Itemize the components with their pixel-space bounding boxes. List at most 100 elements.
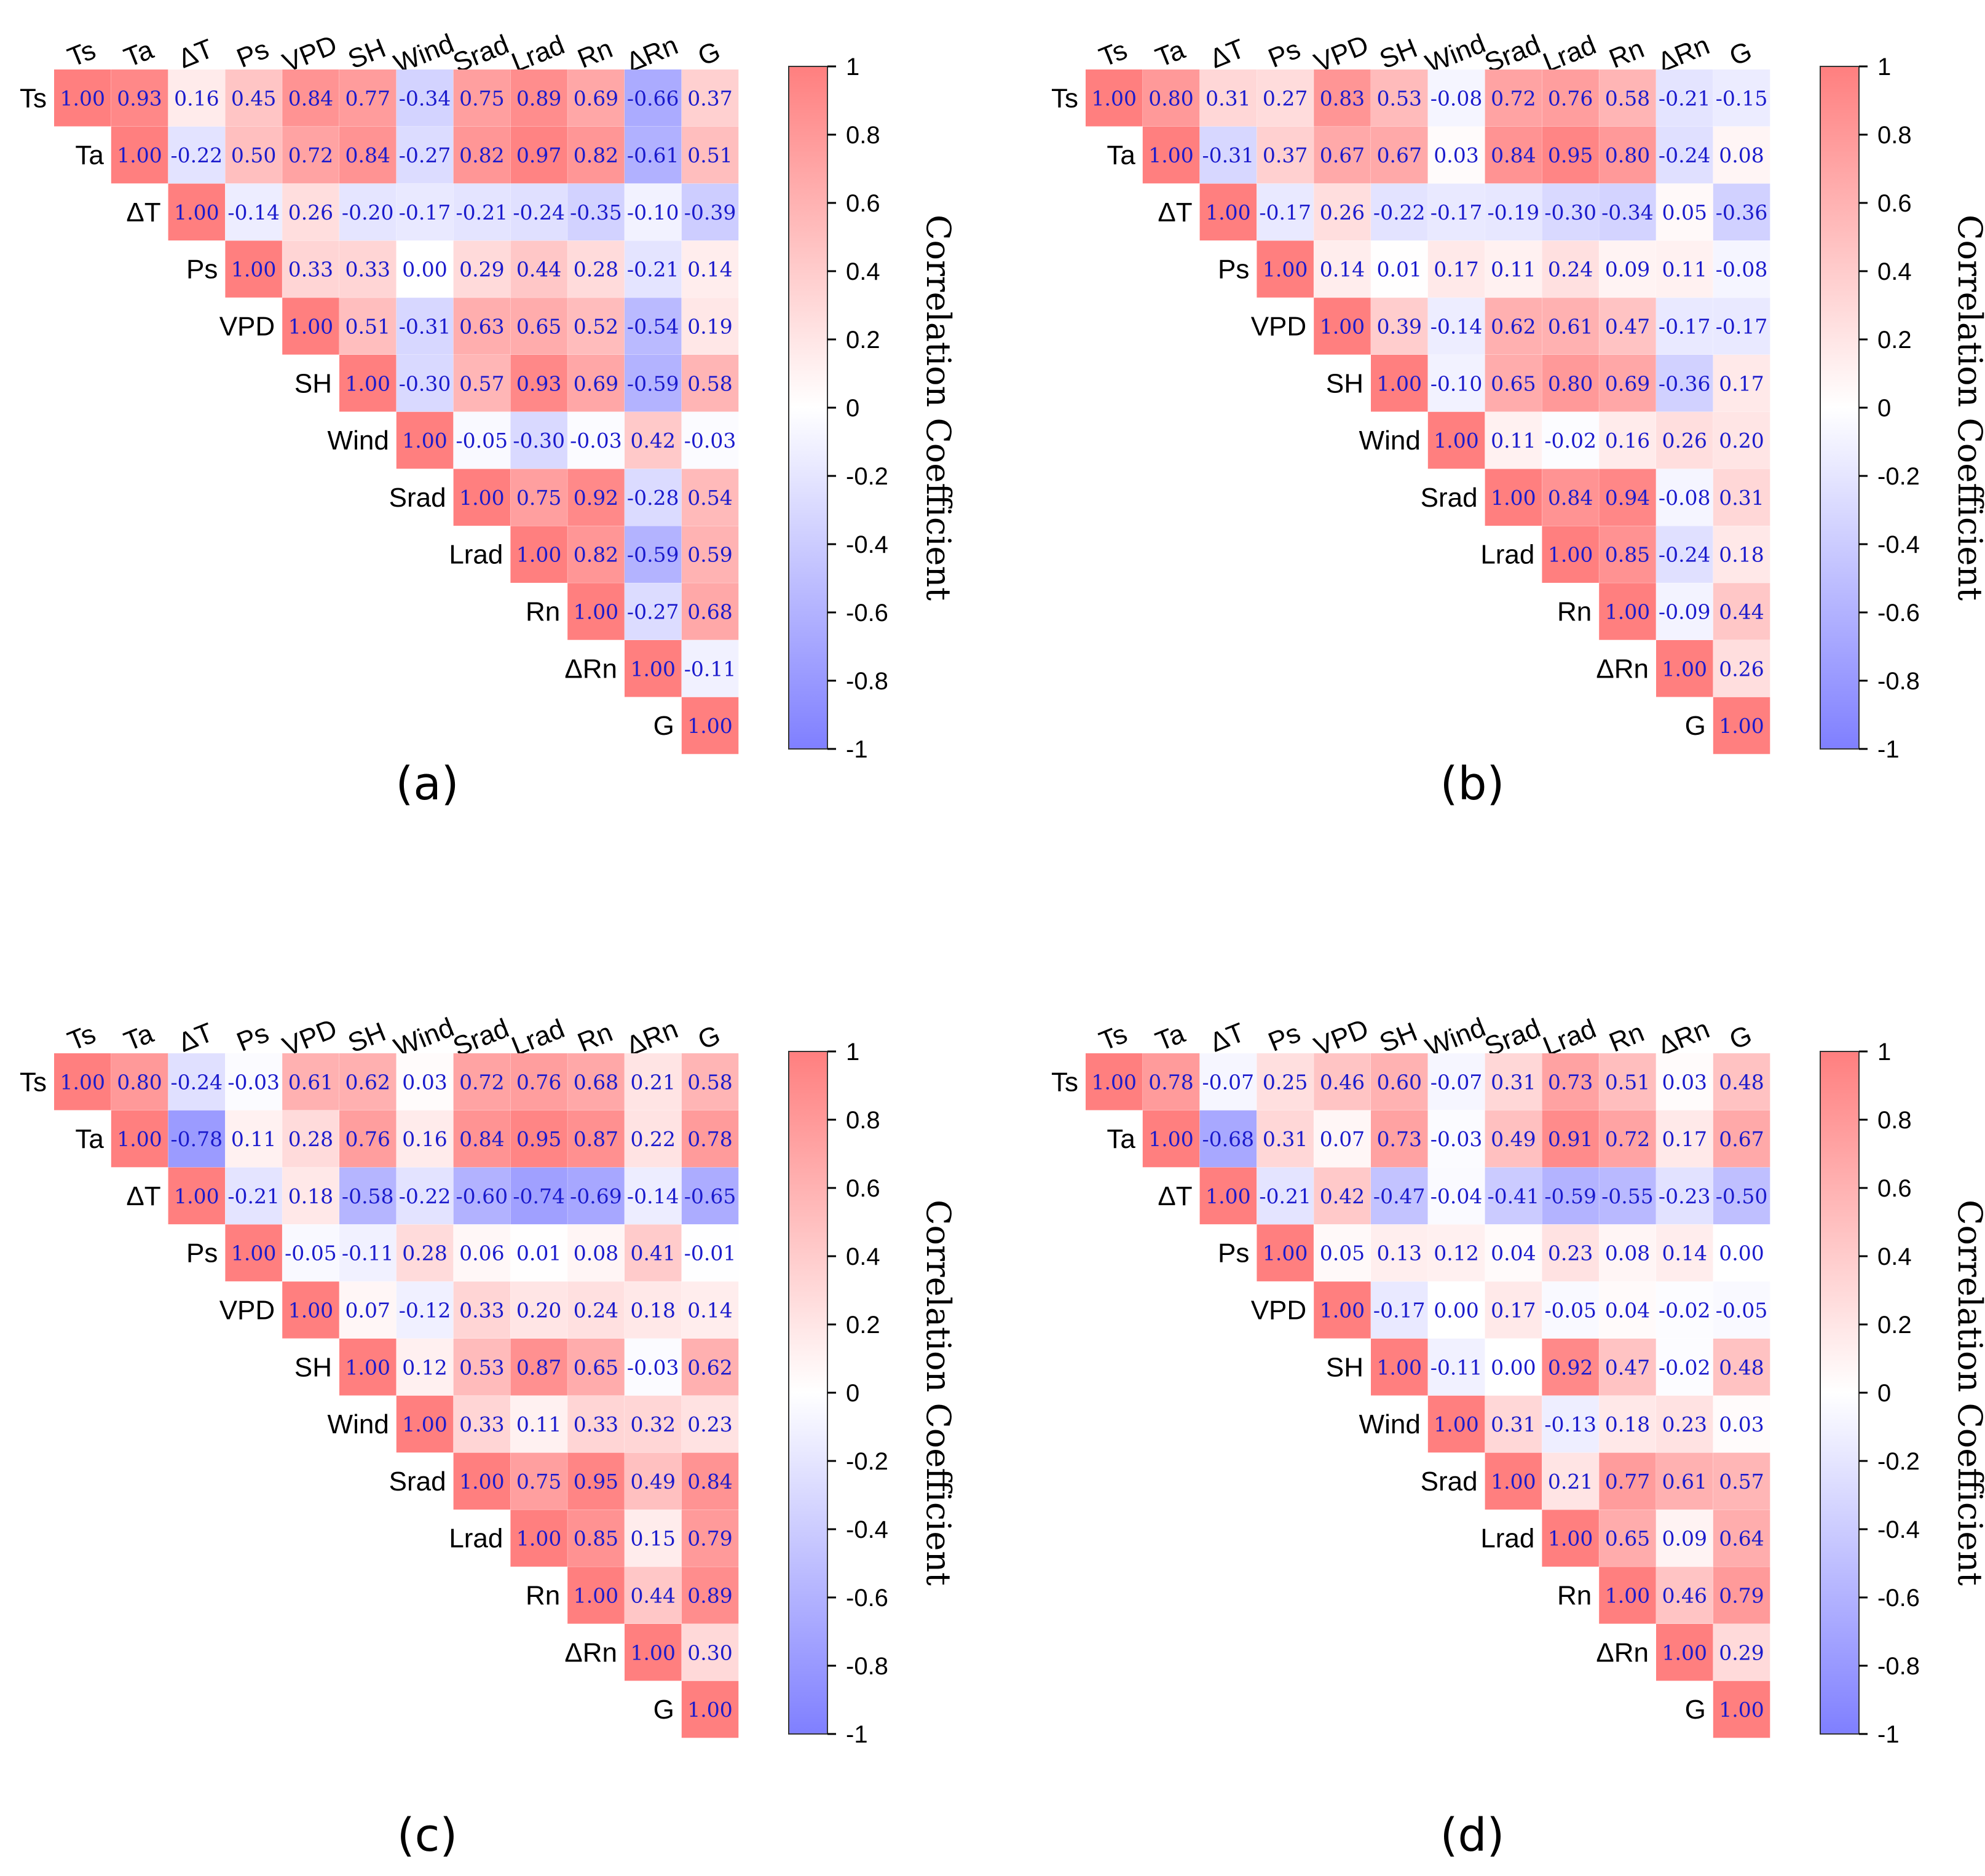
- heatmap-cell: [1199, 183, 1257, 241]
- heatmap-cell: [1542, 298, 1599, 355]
- cell-value-label: 0.62: [1491, 314, 1536, 338]
- heatmap-cell: [510, 1339, 567, 1396]
- cell-value-label: 0.52: [574, 314, 618, 338]
- colorbar-tick-label: -0.6: [846, 600, 888, 627]
- colorbar-tick-label: 1: [846, 53, 859, 81]
- cell-value-label: -0.21: [1659, 86, 1711, 110]
- colorbar-tick-label: 0.4: [846, 1243, 880, 1270]
- heatmap-cell: [1371, 1281, 1428, 1339]
- heatmap-cell: [54, 1053, 111, 1110]
- cell-value-label: -0.24: [171, 1070, 223, 1094]
- cell-value-label: -0.21: [456, 200, 508, 224]
- cell-value-label: 0.76: [345, 1127, 390, 1151]
- heatmap-cell: [1257, 126, 1314, 184]
- cell-value-label: 0.11: [1491, 429, 1536, 453]
- heatmap-cell: [453, 411, 511, 469]
- heatmap-cell: [1599, 411, 1656, 469]
- heatmap-cell: [681, 1224, 739, 1281]
- heatmap-cell: [1485, 69, 1542, 127]
- heatmap-cell: [453, 1452, 511, 1510]
- cell-value-label: 0.18: [631, 1298, 676, 1322]
- heatmap-cell: [282, 69, 339, 127]
- heatmap-cell: [567, 69, 625, 127]
- heatmap-cell: [1542, 1110, 1599, 1168]
- column-label: Rn: [574, 1017, 617, 1058]
- heatmap-cell: [625, 1281, 682, 1339]
- row-label: G: [653, 1695, 674, 1725]
- cell-value-label: 1.00: [1719, 1698, 1764, 1722]
- cell-value-label: 0.05: [1662, 200, 1707, 224]
- cell-value-label: 0.69: [1605, 371, 1650, 395]
- cell-value-label: 0.59: [687, 543, 732, 567]
- heatmap-cell: [1485, 1395, 1542, 1453]
- cell-value-label: 1.00: [1491, 486, 1536, 510]
- heatmap-cell: [225, 126, 282, 184]
- heatmap-cell: [396, 1110, 454, 1168]
- cell-value-label: 1.00: [631, 1641, 676, 1664]
- row-label: Ps: [186, 255, 218, 285]
- heatmap-cell: [282, 1281, 339, 1339]
- cell-value-label: 0.93: [117, 86, 162, 110]
- heatmap-cell: [625, 183, 682, 241]
- colorbar-tick-label: 0.4: [1877, 1243, 1912, 1270]
- cell-value-label: 0.87: [516, 1355, 561, 1379]
- row-label: Wind: [328, 1409, 389, 1439]
- cell-value-label: 1.00: [1092, 1070, 1137, 1094]
- heatmap-cell: [1314, 1281, 1371, 1339]
- row-label: Ts: [1051, 83, 1078, 113]
- heatmap-cell: [1371, 1339, 1428, 1396]
- cell-value-label: -0.41: [1488, 1184, 1540, 1208]
- cell-value-label: 0.37: [1263, 143, 1308, 167]
- heatmap-cell: [1371, 1053, 1428, 1110]
- heatmap-cell: [1427, 240, 1485, 298]
- heatmap-cell: [681, 411, 739, 469]
- heatmap-cell: [1713, 355, 1770, 412]
- cell-value-label: 0.50: [231, 143, 276, 167]
- cell-value-label: -0.54: [627, 314, 679, 338]
- row-label: Ta: [75, 140, 104, 170]
- cell-value-label: -0.10: [627, 200, 679, 224]
- colorbar-tick-label: 0.6: [846, 190, 880, 217]
- heatmap-cell: [625, 526, 682, 583]
- heatmap-cell: [1656, 1167, 1713, 1225]
- cell-value-label: 0.72: [288, 143, 333, 167]
- heatmap-cell: [453, 1167, 511, 1225]
- column-label: G: [1726, 36, 1756, 71]
- panel-caption: (b): [1440, 758, 1505, 810]
- heatmap-cell: [168, 69, 226, 127]
- cell-value-label: 0.32: [631, 1412, 676, 1436]
- cell-value-label: -0.27: [399, 143, 451, 167]
- cell-value-label: 0.41: [631, 1241, 676, 1265]
- heatmap-cell: [567, 126, 625, 184]
- heatmap-cell: [1542, 411, 1599, 469]
- heatmap-cell: [1485, 126, 1542, 184]
- cell-value-label: 0.20: [516, 1298, 561, 1322]
- heatmap-cell: [1485, 1167, 1542, 1225]
- cell-value-label: 0.92: [1548, 1355, 1593, 1379]
- cell-value-label: 1.00: [1148, 143, 1193, 167]
- heatmap-cell: [339, 1053, 397, 1110]
- cell-value-label: 0.11: [1662, 258, 1707, 282]
- row-label: ΔRn: [564, 1637, 617, 1668]
- heatmap-cell: [453, 240, 511, 298]
- cell-value-label: 0.24: [1548, 258, 1593, 282]
- heatmap-cell: [1142, 1053, 1200, 1110]
- heatmap-cell: [453, 69, 511, 127]
- cell-value-label: 0.12: [1434, 1241, 1478, 1265]
- heatmap-cell: [1314, 183, 1371, 241]
- heatmap-cell: [1656, 355, 1713, 412]
- cell-value-label: 0.57: [459, 371, 504, 395]
- cell-value-label: 0.29: [459, 258, 504, 282]
- heatmap-cell: [510, 1395, 567, 1453]
- cell-value-label: -0.24: [1659, 143, 1711, 167]
- cell-value-label: 0.65: [1605, 1527, 1650, 1551]
- heatmap-cell: [1713, 640, 1770, 697]
- heatmap-cell: [1713, 240, 1770, 298]
- cell-value-label: 0.80: [1548, 371, 1593, 395]
- row-label: Srad: [1421, 483, 1478, 513]
- heatmap-cell: [1599, 469, 1656, 526]
- heatmap-cell: [1713, 697, 1770, 754]
- cell-value-label: -0.50: [1716, 1184, 1768, 1208]
- heatmap-cell: [1485, 355, 1542, 412]
